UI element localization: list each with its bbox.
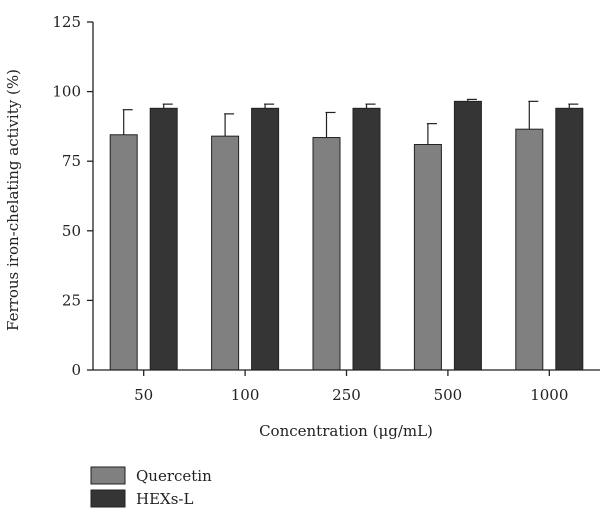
bar-quercetin-1000 (515, 128, 544, 371)
y-tick-label: 125 (52, 13, 81, 31)
y-tick-label: 50 (62, 222, 81, 240)
x-tick-label: 250 (332, 386, 361, 404)
bar-hexs-l-50 (149, 107, 178, 371)
y-tick-label: 0 (71, 361, 81, 379)
x-tick-label: 1000 (530, 386, 568, 404)
x-tick-label: 500 (434, 386, 463, 404)
bar-hexs-l-100 (251, 107, 280, 371)
x-tick-label: 100 (231, 386, 260, 404)
y-tick-label: 75 (62, 152, 81, 170)
bar-quercetin-500 (413, 143, 442, 371)
legend-swatch-hexs-l (90, 489, 126, 508)
legend-swatch-quercetin (90, 466, 126, 485)
bar-quercetin-250 (312, 137, 341, 371)
bars (109, 98, 584, 371)
x-axis-label: Concentration (μg/mL) (259, 422, 433, 440)
y-tick-label: 25 (62, 291, 81, 309)
bar-hexs-l-500 (453, 100, 482, 371)
legend-label-hexs-l: HEXs-L (136, 490, 193, 508)
legend-label-quercetin: Quercetin (136, 467, 212, 485)
y-axis-label: Ferrous iron-chelating activity (%) (4, 69, 22, 331)
axes: 0 25 50 75 100 125 50 100 250 500 1000 (52, 13, 600, 404)
bar-hexs-l-1000 (555, 107, 584, 371)
bar-hexs-l-250 (352, 107, 381, 371)
y-tick-label: 100 (52, 83, 81, 101)
bar-quercetin-50 (109, 134, 138, 371)
bar-quercetin-100 (211, 135, 240, 371)
legend: Quercetin HEXs-L (90, 466, 212, 508)
x-tick-label: 50 (134, 386, 153, 404)
